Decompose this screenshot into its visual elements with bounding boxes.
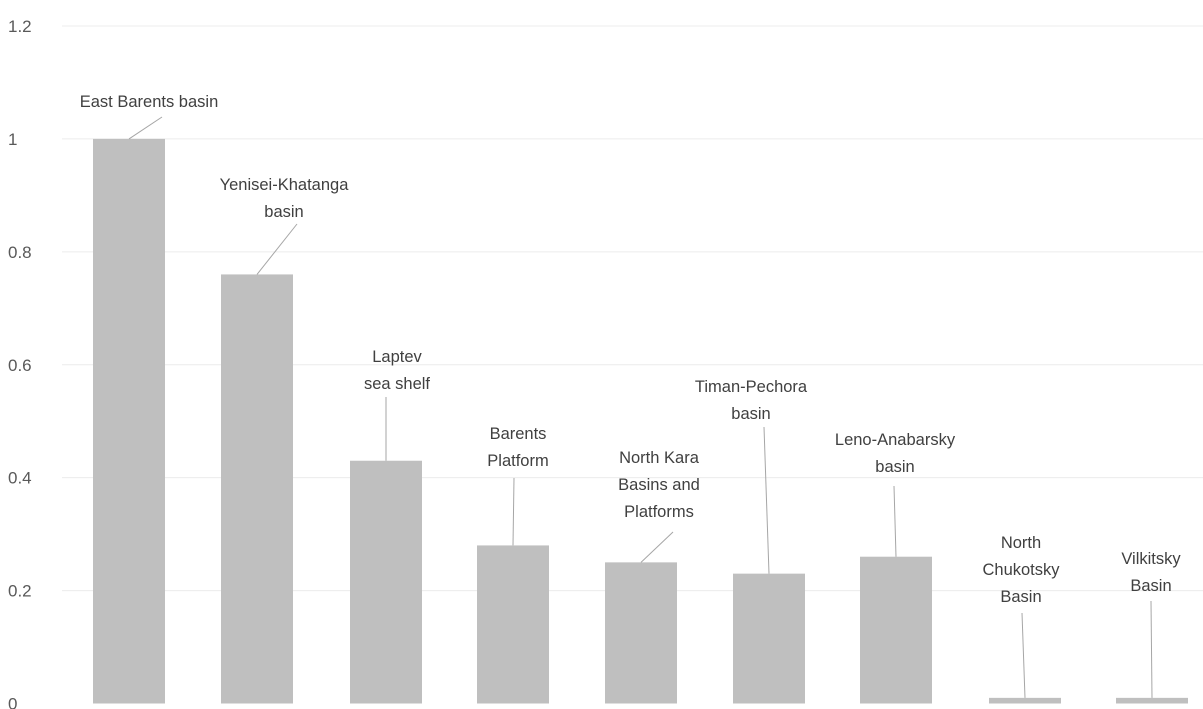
bar [605,562,677,704]
bar [989,697,1061,704]
leader-line [893,485,897,557]
y-tick-label: 0 [8,695,17,709]
bar [221,274,293,704]
bars [93,138,1188,704]
bar [1116,697,1188,704]
y-tick-label: 0.6 [8,356,32,375]
leader-line [763,426,770,574]
data-label: Timan-Pechora basin [695,378,808,423]
leader-line [128,116,163,140]
y-tick-label: 1.2 [8,17,32,36]
leader-line [1150,600,1153,698]
y-tick-label: 0.8 [8,243,32,262]
bar [860,556,932,704]
y-axis-tick-labels: 0 0.2 0.4 0.6 0.8 1 1.2 [8,17,32,709]
bar [477,545,549,704]
data-label: North Kara Basins and Platforms [618,449,700,521]
data-label: Barents Platform [487,425,548,470]
leader-line [640,531,674,563]
bar [93,138,165,704]
leader-line [256,223,298,275]
data-label: Vilkitsky Basin [1121,550,1181,595]
data-label: North Chukotsky Basin [982,534,1060,606]
data-label: Leno-Anabarsky basin [835,431,956,476]
bar [733,573,805,704]
data-label: Laptev sea shelf [364,348,430,393]
y-tick-label: 0.2 [8,582,32,601]
leader-lines [128,116,1153,698]
data-label: Yenisei-Khatanga basin [220,176,350,221]
leader-line [512,477,515,546]
data-label: East Barents basin [80,93,219,111]
y-tick-label: 1 [8,130,17,149]
leader-line [1021,612,1026,698]
y-tick-label: 0.4 [8,469,32,488]
data-labels: East Barents basin Yenisei-Khatanga basin L… [80,93,1182,606]
bar [350,460,422,704]
